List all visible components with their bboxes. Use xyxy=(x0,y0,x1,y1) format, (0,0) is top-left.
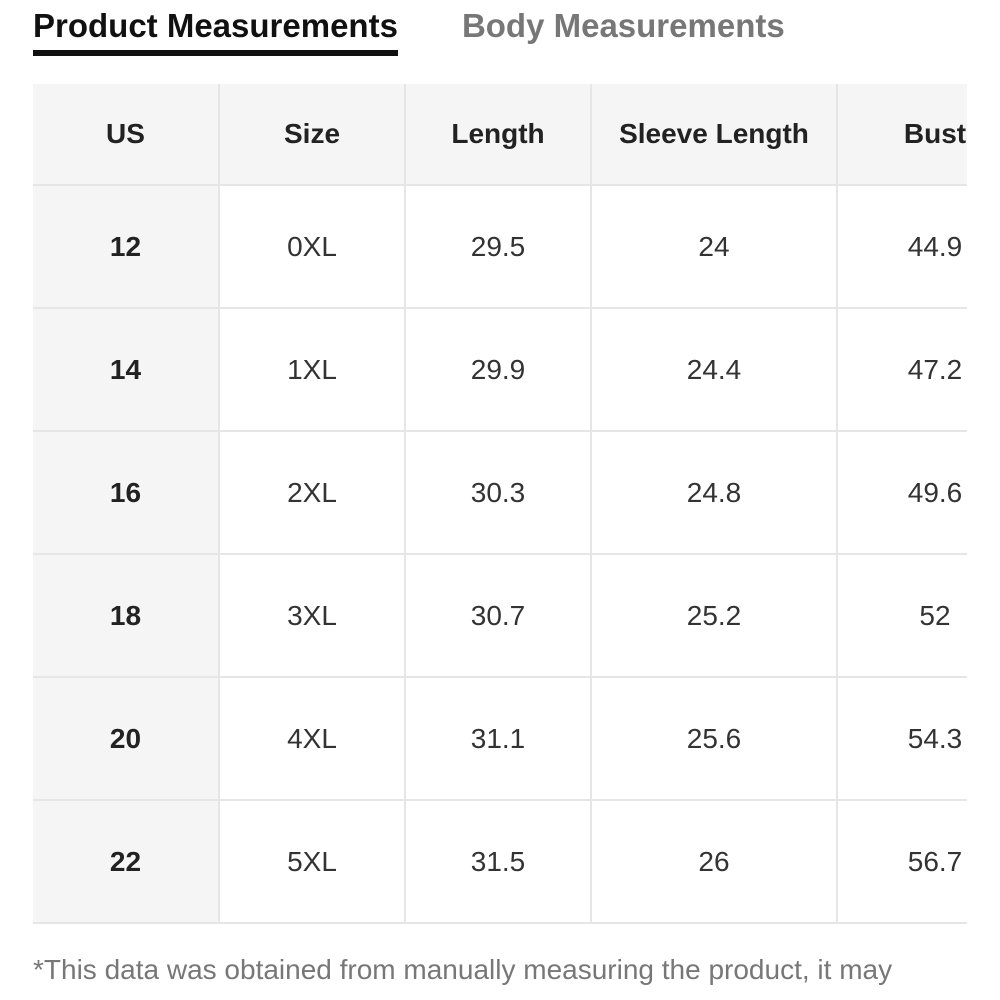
table-row: 14 1XL 29.9 24.4 47.2 xyxy=(33,307,967,432)
header-length: Length xyxy=(404,84,592,186)
cell-bust: 49.6 xyxy=(836,430,967,555)
size-table: US Size Length Sleeve Length Bust 12 0XL… xyxy=(33,84,967,924)
cell-bust: 47.2 xyxy=(836,307,967,432)
table-row: 12 0XL 29.5 24 44.9 xyxy=(33,184,967,309)
header-sleeve-length: Sleeve Length xyxy=(590,84,838,186)
cell-size: 1XL xyxy=(218,307,406,432)
header-us: US xyxy=(33,84,220,186)
cell-sleeve-length: 25.6 xyxy=(590,676,838,801)
cell-bust: 44.9 xyxy=(836,184,967,309)
cell-bust: 52 xyxy=(836,553,967,678)
tab-product-measurements[interactable]: Product Measurements xyxy=(33,0,398,56)
measurement-tabs: Product Measurements Body Measurements xyxy=(33,0,849,60)
measurement-disclaimer: *This data was obtained from manually me… xyxy=(33,954,893,985)
table-header-row: US Size Length Sleeve Length Bust xyxy=(33,84,967,186)
cell-us: 18 xyxy=(33,553,220,678)
table-row: 22 5XL 31.5 26 56.7 xyxy=(33,799,967,924)
cell-size: 3XL xyxy=(218,553,406,678)
cell-size: 5XL xyxy=(218,799,406,924)
cell-length: 29.9 xyxy=(404,307,592,432)
cell-size: 4XL xyxy=(218,676,406,801)
table-row: 20 4XL 31.1 25.6 54.3 xyxy=(33,676,967,801)
cell-length: 30.7 xyxy=(404,553,592,678)
cell-us: 16 xyxy=(33,430,220,555)
cell-us: 22 xyxy=(33,799,220,924)
cell-us: 12 xyxy=(33,184,220,309)
cell-us: 14 xyxy=(33,307,220,432)
header-size: Size xyxy=(218,84,406,186)
table-row: 18 3XL 30.7 25.2 52 xyxy=(33,553,967,678)
cell-size: 2XL xyxy=(218,430,406,555)
table-row: 16 2XL 30.3 24.8 49.6 xyxy=(33,430,967,555)
cell-sleeve-length: 24 xyxy=(590,184,838,309)
cell-length: 29.5 xyxy=(404,184,592,309)
cell-sleeve-length: 26 xyxy=(590,799,838,924)
cell-bust: 54.3 xyxy=(836,676,967,801)
cell-sleeve-length: 24.8 xyxy=(590,430,838,555)
cell-us: 20 xyxy=(33,676,220,801)
cell-length: 31.5 xyxy=(404,799,592,924)
cell-sleeve-length: 24.4 xyxy=(590,307,838,432)
cell-bust: 56.7 xyxy=(836,799,967,924)
cell-sleeve-length: 25.2 xyxy=(590,553,838,678)
tab-body-measurements[interactable]: Body Measurements xyxy=(461,7,785,44)
cell-length: 31.1 xyxy=(404,676,592,801)
cell-length: 30.3 xyxy=(404,430,592,555)
header-bust: Bust xyxy=(836,84,967,186)
cell-size: 0XL xyxy=(218,184,406,309)
size-table-container[interactable]: US Size Length Sleeve Length Bust 12 0XL… xyxy=(33,84,967,926)
